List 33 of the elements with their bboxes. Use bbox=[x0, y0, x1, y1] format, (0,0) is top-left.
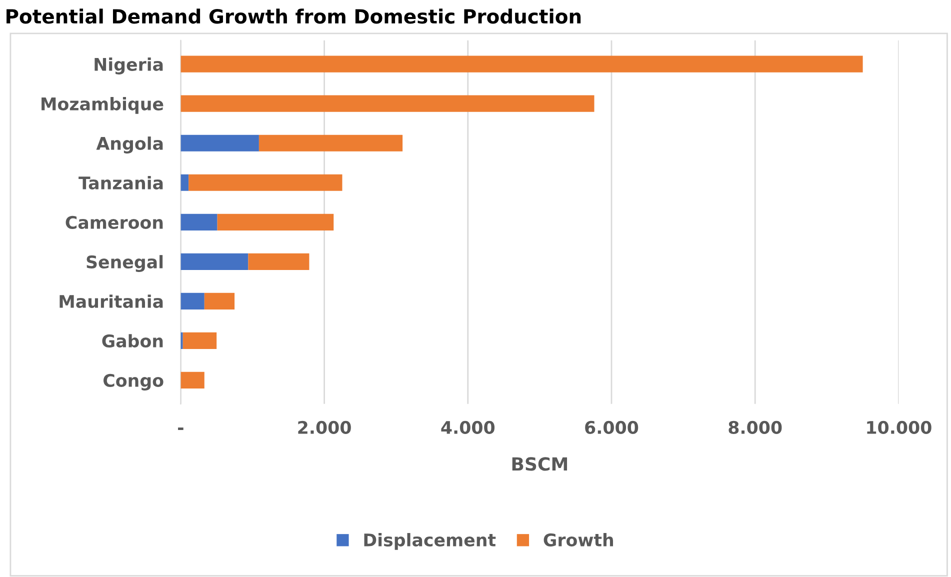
bar bbox=[180, 214, 218, 230]
y-tick-label: Mauritania bbox=[60, 294, 163, 308]
x-axis-title: BSCM bbox=[512, 457, 568, 471]
y-tick-label: Congo bbox=[104, 374, 164, 390]
y-tick-label: Tanzania bbox=[78, 176, 163, 190]
y-tick-label: Nigeria bbox=[94, 58, 163, 74]
x-tick-label: - bbox=[178, 428, 184, 430]
y-tick-label: Gabon bbox=[102, 334, 163, 348]
bar bbox=[248, 253, 310, 270]
y-tick-label: Angola bbox=[96, 136, 163, 154]
y-tick-label: Senegal bbox=[86, 255, 163, 272]
y-tick-label: Cameroon bbox=[66, 216, 163, 229]
x-tick-label: 6.000 bbox=[585, 420, 638, 434]
bar bbox=[180, 174, 189, 191]
chart-title: Potential Demand Growth from Domestic Production bbox=[6, 8, 581, 24]
bar bbox=[180, 292, 204, 310]
bar bbox=[180, 56, 863, 72]
bar bbox=[182, 332, 217, 349]
x-tick-label: 8.000 bbox=[728, 420, 782, 434]
legend-label: Displacement bbox=[364, 533, 496, 550]
bar bbox=[180, 253, 248, 270]
x-tick-label: 2.000 bbox=[298, 420, 351, 434]
x-tick-label: 10.000 bbox=[867, 420, 932, 434]
bar bbox=[180, 134, 259, 152]
legend-label: Growth bbox=[544, 533, 614, 546]
x-tick-label: 4.000 bbox=[441, 420, 495, 434]
bar bbox=[258, 134, 403, 152]
bar bbox=[204, 292, 235, 310]
bar bbox=[188, 174, 342, 191]
bar bbox=[180, 372, 204, 388]
y-tick-label: Mozambique bbox=[42, 97, 164, 114]
bar bbox=[217, 214, 334, 230]
bar bbox=[180, 95, 594, 112]
